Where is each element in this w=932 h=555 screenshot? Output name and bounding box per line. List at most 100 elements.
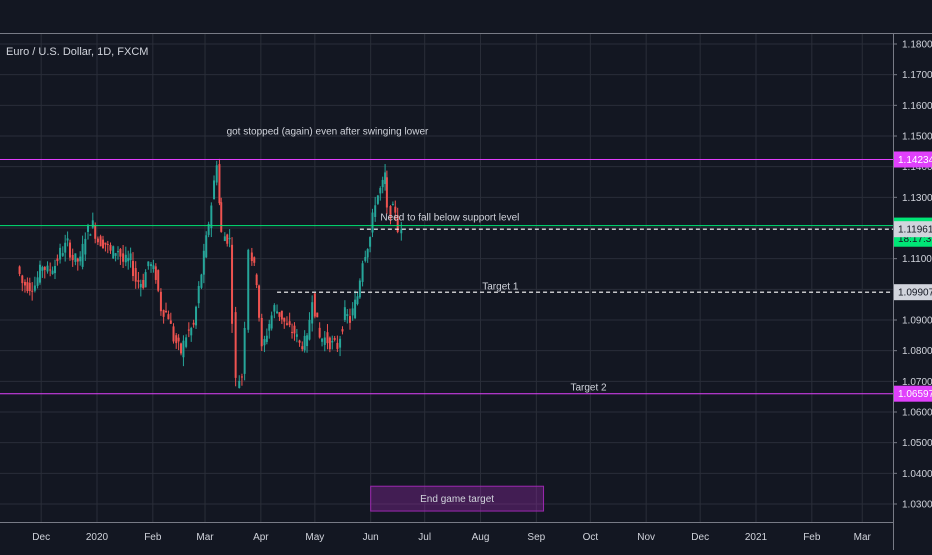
candle[interactable] bbox=[285, 316, 288, 326]
candle[interactable] bbox=[301, 341, 304, 352]
candle[interactable] bbox=[263, 335, 266, 353]
candle[interactable] bbox=[49, 262, 52, 277]
candle[interactable] bbox=[273, 303, 276, 319]
candle[interactable] bbox=[295, 329, 298, 343]
candle[interactable] bbox=[117, 246, 120, 260]
candle[interactable] bbox=[152, 259, 155, 273]
candle[interactable] bbox=[129, 247, 132, 268]
candle[interactable] bbox=[280, 310, 283, 324]
candle[interactable] bbox=[124, 246, 127, 267]
candle[interactable] bbox=[26, 277, 29, 294]
candle[interactable] bbox=[202, 243, 205, 284]
candle[interactable] bbox=[255, 273, 258, 289]
candle[interactable] bbox=[207, 221, 210, 238]
candle[interactable] bbox=[318, 322, 321, 339]
candle[interactable] bbox=[38, 260, 41, 285]
candle[interactable] bbox=[18, 265, 21, 277]
candle[interactable] bbox=[187, 322, 190, 338]
candle[interactable] bbox=[328, 336, 331, 353]
candle[interactable] bbox=[132, 252, 135, 282]
candle[interactable] bbox=[234, 306, 237, 387]
candle[interactable] bbox=[162, 309, 165, 324]
candle[interactable] bbox=[348, 308, 351, 330]
candle[interactable] bbox=[385, 170, 388, 214]
candle[interactable] bbox=[298, 339, 301, 347]
candle[interactable] bbox=[250, 247, 253, 266]
candle[interactable] bbox=[291, 323, 294, 339]
candle[interactable] bbox=[74, 253, 77, 266]
candle[interactable] bbox=[36, 271, 39, 289]
candle[interactable] bbox=[361, 260, 364, 287]
candle[interactable] bbox=[53, 259, 56, 280]
candle[interactable] bbox=[303, 330, 306, 353]
candle[interactable] bbox=[76, 257, 79, 271]
candle[interactable] bbox=[137, 271, 140, 289]
candle[interactable] bbox=[182, 335, 185, 367]
candle[interactable] bbox=[374, 196, 377, 222]
candle[interactable] bbox=[134, 261, 137, 289]
candle[interactable] bbox=[122, 245, 125, 268]
candle[interactable] bbox=[215, 160, 218, 186]
candle[interactable] bbox=[190, 326, 193, 342]
candle[interactable] bbox=[351, 302, 354, 321]
candle[interactable] bbox=[389, 205, 392, 225]
candle[interactable] bbox=[51, 266, 54, 275]
candle[interactable] bbox=[341, 326, 344, 335]
end-game-target-box[interactable]: End game target bbox=[370, 485, 545, 512]
candle[interactable] bbox=[376, 194, 379, 206]
candle[interactable] bbox=[192, 319, 195, 328]
candle[interactable] bbox=[177, 334, 180, 351]
candle[interactable] bbox=[308, 312, 311, 341]
candle[interactable] bbox=[288, 312, 291, 328]
annotation-text[interactable]: Target 2 bbox=[570, 383, 607, 394]
candle[interactable] bbox=[356, 292, 359, 306]
candle[interactable] bbox=[260, 313, 263, 352]
candle[interactable] bbox=[106, 240, 109, 254]
candle[interactable] bbox=[220, 197, 223, 233]
candle[interactable] bbox=[142, 273, 145, 290]
candle[interactable] bbox=[41, 265, 44, 278]
candle[interactable] bbox=[89, 233, 92, 236]
candle[interactable] bbox=[223, 232, 226, 242]
candle[interactable] bbox=[169, 312, 172, 325]
candle[interactable] bbox=[293, 322, 296, 341]
candle[interactable] bbox=[200, 273, 203, 290]
candle[interactable] bbox=[321, 337, 324, 347]
candle[interactable] bbox=[197, 281, 200, 309]
candle[interactable] bbox=[84, 232, 87, 261]
candle[interactable] bbox=[400, 221, 403, 241]
candle[interactable] bbox=[79, 251, 82, 266]
candle[interactable] bbox=[31, 282, 34, 301]
candle[interactable] bbox=[238, 375, 241, 389]
candle[interactable] bbox=[195, 305, 198, 329]
candle[interactable] bbox=[218, 158, 221, 206]
candle[interactable] bbox=[114, 252, 117, 262]
candle[interactable] bbox=[311, 295, 314, 332]
candle[interactable] bbox=[185, 334, 188, 349]
candle[interactable] bbox=[313, 293, 316, 319]
candle[interactable] bbox=[102, 235, 105, 250]
candle[interactable] bbox=[66, 231, 69, 247]
candle[interactable] bbox=[364, 250, 367, 263]
candle[interactable] bbox=[28, 277, 31, 296]
candle[interactable] bbox=[104, 242, 107, 252]
candle[interactable] bbox=[21, 274, 24, 292]
candle[interactable] bbox=[159, 288, 162, 316]
candle[interactable] bbox=[265, 328, 268, 345]
candle[interactable] bbox=[331, 335, 334, 350]
candle[interactable] bbox=[180, 342, 183, 356]
candle[interactable] bbox=[139, 279, 142, 297]
candle[interactable] bbox=[226, 233, 229, 247]
candle[interactable] bbox=[278, 312, 281, 321]
candle[interactable] bbox=[172, 323, 175, 344]
candle[interactable] bbox=[384, 164, 387, 191]
candle[interactable] bbox=[381, 176, 384, 194]
candle[interactable] bbox=[56, 254, 59, 266]
candle[interactable] bbox=[336, 335, 339, 353]
candle[interactable] bbox=[205, 231, 208, 259]
candle[interactable] bbox=[276, 304, 279, 314]
annotation-text[interactable]: Target 1 bbox=[482, 281, 519, 292]
candle[interactable] bbox=[379, 186, 382, 201]
